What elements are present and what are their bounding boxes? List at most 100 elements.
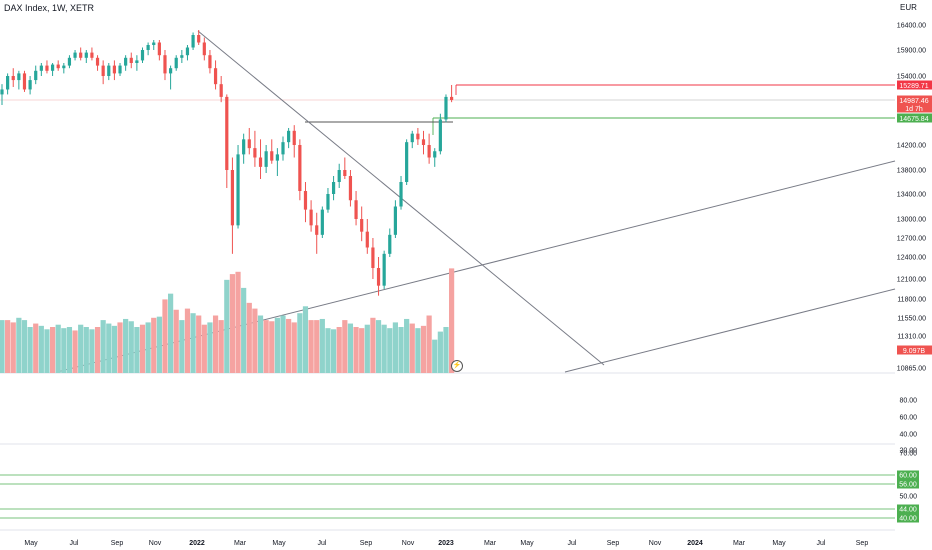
volume-bar: [89, 329, 95, 373]
volume-bar: [0, 320, 5, 373]
volume-bar: [44, 329, 50, 373]
candle-body: [348, 176, 353, 201]
x-tick-label: May: [24, 540, 38, 547]
volume-bar: [415, 328, 421, 373]
candle-body: [191, 35, 195, 48]
candle-body: [219, 84, 223, 97]
volume-bar: [235, 271, 241, 373]
candle-body: [416, 133, 420, 140]
x-tick-label: Jul: [318, 540, 327, 547]
candle-body: [62, 65, 66, 69]
x-tick-label: Nov: [149, 540, 162, 547]
candle-body: [45, 65, 49, 71]
indicator1-tick-label: 20.00: [899, 448, 917, 455]
indicator-level-label: 60.00: [899, 473, 917, 480]
volume-bar: [437, 331, 443, 373]
x-tick-label: Jul: [70, 540, 79, 547]
indicator-level-tag: [897, 504, 919, 514]
y-tick-label: 12100.00: [897, 277, 926, 284]
volume-last-tag-bg: [897, 345, 932, 355]
candle-body: [118, 65, 122, 74]
candle-body: [6, 76, 10, 90]
candle-body: [275, 154, 279, 161]
volume-bar: [314, 320, 320, 373]
volume-bar: [111, 325, 117, 373]
x-tick-label: Mar: [484, 540, 497, 547]
volume-bar: [156, 316, 162, 373]
candle-body: [163, 55, 167, 74]
candle-body: [169, 68, 173, 74]
y-tick-label: 16400.00: [897, 23, 926, 30]
candle-body: [11, 76, 15, 81]
x-tick-label: May: [520, 540, 534, 547]
volume-bar: [106, 323, 112, 373]
candle-body: [331, 182, 336, 194]
volume-bar: [212, 315, 219, 373]
candle-body: [0, 89, 4, 95]
volume-bar: [297, 313, 303, 373]
y-tick-label: 14200.00: [897, 143, 926, 150]
candle-body: [399, 182, 403, 207]
volume-bar: [342, 320, 348, 373]
indicator-level-label: 56.00: [899, 482, 917, 489]
volume-bar: [207, 322, 213, 373]
x-tick-label: Sep: [856, 540, 869, 547]
volume-bar: [359, 328, 365, 373]
x-tick-label: May: [772, 540, 786, 547]
volume-bar: [94, 327, 101, 373]
candle-body: [236, 154, 240, 226]
indicator1-tick-label: 80.00: [899, 398, 917, 405]
candle-body: [365, 231, 369, 248]
indicator2-tick-label: 50.00: [899, 494, 917, 501]
volume-bar: [179, 320, 185, 373]
candle-body: [185, 47, 190, 56]
volume-bar: [330, 329, 337, 373]
y-tick-label: 11310.00: [897, 334, 926, 341]
volume-bar: [83, 327, 89, 373]
candle-body: [292, 130, 296, 145]
candle-body: [427, 145, 431, 158]
candle-body: [39, 65, 43, 71]
y-tick-label: 12400.00: [897, 255, 926, 262]
candle-body: [225, 96, 229, 170]
volume-bar: [263, 320, 269, 373]
volume-bar: [78, 324, 84, 373]
resistance-price-tag-bg: [897, 80, 932, 90]
volume-bar: [291, 322, 297, 373]
candle-body: [67, 57, 72, 66]
volume-bar: [404, 318, 410, 373]
candle-body: [56, 64, 60, 69]
volume-bar: [100, 320, 106, 373]
volume-bar: [196, 315, 202, 373]
x-tick-label: Mar: [733, 540, 746, 547]
support-price-tag: 14675.84: [899, 116, 928, 123]
volume-bar: [27, 327, 33, 373]
volume-bar: [190, 313, 196, 373]
candle-body: [343, 170, 347, 176]
volume-bar: [201, 324, 207, 373]
x-tick-label: Nov: [649, 540, 662, 547]
volume-bar: [241, 287, 247, 373]
volume-bar: [370, 317, 376, 373]
candle-body: [180, 55, 184, 58]
volume-bar: [308, 320, 314, 373]
volume-bar: [280, 315, 286, 373]
candle-body: [124, 57, 128, 66]
dividends-lightning-icon[interactable]: ⚡: [451, 360, 463, 372]
volume-bar: [145, 322, 151, 373]
x-tick-label: Jul: [568, 540, 577, 547]
x-tick-label: 2023: [438, 540, 454, 547]
volume-bar: [252, 308, 258, 373]
candle-body: [140, 50, 145, 61]
candle-body: [376, 268, 381, 286]
candle-body: [320, 209, 324, 235]
volume-bar: [49, 327, 56, 373]
candle-body: [354, 200, 358, 219]
volume-bar: [274, 317, 280, 373]
volume-bar: [38, 325, 44, 373]
volume-bar: [218, 320, 224, 373]
y-tick-label: 12700.00: [897, 236, 926, 243]
candle-body: [28, 80, 32, 90]
